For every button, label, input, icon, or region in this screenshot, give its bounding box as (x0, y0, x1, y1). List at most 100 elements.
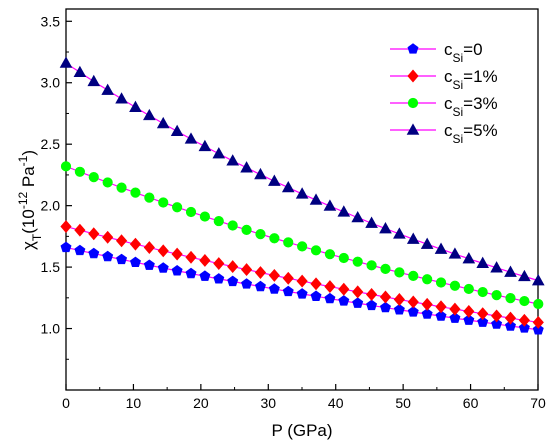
data-point (115, 92, 128, 104)
data-point (310, 245, 322, 256)
data-point (254, 280, 266, 292)
data-point (351, 210, 365, 223)
data-point (366, 260, 377, 271)
series-1 (60, 220, 544, 329)
y-axis-title-close: ) (19, 150, 38, 156)
data-point (73, 65, 87, 78)
data-point (379, 222, 392, 234)
y-axis-title-unit: Pa (19, 166, 38, 192)
data-point (310, 277, 322, 291)
data-point (74, 166, 85, 177)
data-point (227, 220, 238, 231)
data-point (365, 287, 378, 301)
series-3 (60, 161, 544, 310)
data-point (338, 295, 350, 306)
x-tick-label: 60 (463, 395, 479, 411)
data-point (281, 180, 295, 193)
data-point (255, 229, 266, 240)
data-point (477, 286, 488, 298)
x-tick-label: 10 (126, 395, 142, 411)
data-point (101, 83, 114, 95)
data-point (407, 306, 419, 317)
data-point (74, 223, 86, 237)
y-axis-title: χT(10-12 Pa-1) (16, 150, 44, 250)
data-point (198, 139, 212, 152)
data-point (435, 300, 447, 314)
data-point (268, 283, 280, 294)
data-point (491, 318, 503, 329)
x-tick-label: 50 (395, 395, 411, 411)
data-point (269, 233, 280, 244)
data-point (462, 252, 476, 264)
legend-label: cSi=3% (444, 94, 498, 119)
x-tick-label: 40 (328, 395, 344, 411)
data-point (518, 269, 531, 282)
data-point (406, 232, 420, 244)
data-point (102, 230, 114, 244)
data-point (241, 224, 252, 235)
data-point (295, 187, 309, 199)
data-point (324, 280, 336, 294)
x-axis-title: P (GPa) (271, 421, 332, 440)
data-point (504, 311, 517, 325)
data-point (393, 227, 406, 239)
data-point (449, 280, 461, 291)
data-point (115, 234, 128, 248)
data-point (240, 263, 253, 277)
data-point (241, 278, 253, 289)
data-point (337, 205, 351, 217)
data-point (185, 267, 197, 279)
data-point (268, 174, 281, 186)
data-point (463, 283, 474, 295)
data-point (505, 320, 516, 331)
y-axis-title-sup2: -1 (16, 155, 30, 166)
data-point (129, 100, 142, 112)
data-point (366, 299, 378, 311)
data-point (283, 237, 294, 248)
data-point (491, 309, 503, 323)
data-point (296, 288, 308, 299)
data-point (87, 74, 101, 87)
data-point (170, 124, 184, 137)
data-point (449, 302, 461, 316)
data-point (490, 261, 503, 273)
data-point (338, 252, 349, 264)
data-point (518, 313, 530, 327)
legend-marker (407, 97, 419, 109)
data-point (116, 253, 128, 265)
data-point (448, 247, 462, 259)
data-point (157, 262, 169, 273)
data-point (213, 257, 225, 270)
data-point (143, 241, 155, 254)
data-point (422, 274, 433, 285)
data-point (379, 290, 392, 304)
series-5 (59, 56, 545, 286)
data-point (532, 315, 544, 329)
data-point (172, 202, 183, 213)
data-point (158, 197, 169, 208)
data-point (463, 314, 475, 325)
series-0 (60, 241, 544, 335)
data-point (463, 304, 475, 318)
data-point (59, 56, 73, 68)
data-point (352, 256, 363, 267)
data-point (421, 297, 433, 311)
x-tick-label: 20 (193, 395, 209, 411)
data-point (310, 290, 322, 301)
data-point (408, 270, 419, 281)
data-point (156, 116, 170, 129)
data-point (102, 250, 114, 262)
data-point (532, 324, 544, 335)
data-point (130, 187, 141, 198)
data-point (282, 285, 294, 297)
legend-marker (406, 123, 420, 135)
data-point (88, 172, 99, 183)
y-tick-label: 2.5 (41, 136, 61, 152)
data-point (504, 265, 517, 277)
data-point (533, 298, 544, 310)
y-tick-label: 2.0 (41, 198, 61, 214)
y-axis-title-sub: T (30, 233, 44, 241)
legend-marker (407, 43, 419, 54)
